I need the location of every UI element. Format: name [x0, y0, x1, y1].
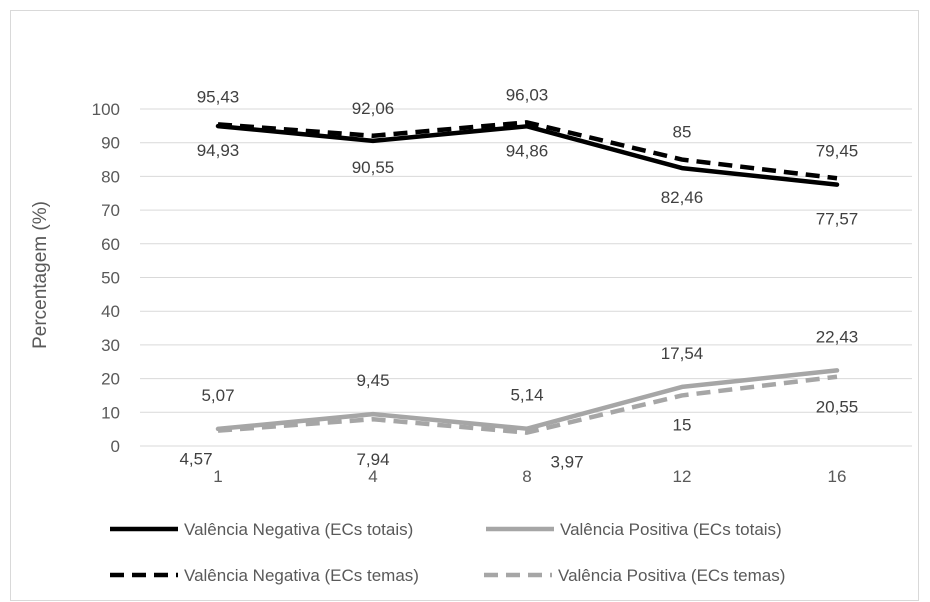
y-axis-label: Percentagem (%) — [30, 201, 51, 349]
x-tick-label: 16 — [828, 467, 847, 486]
series-line-3 — [217, 374, 838, 435]
data-label: 94,86 — [506, 141, 549, 160]
data-label: 79,45 — [816, 141, 859, 160]
data-label: 17,54 — [661, 344, 704, 363]
y-tick-label: 20 — [101, 370, 120, 389]
y-axis-ticks: 0 10 20 30 40 50 60 70 80 90 100 — [92, 100, 120, 456]
legend-label: Valência Negativa (ECs temas) — [184, 566, 419, 585]
data-label: 94,93 — [197, 141, 240, 160]
series-line-0 — [215, 123, 840, 187]
data-label: 15 — [673, 415, 692, 434]
y-tick-label: 0 — [111, 437, 120, 456]
data-label: 4,57 — [179, 450, 212, 469]
y-tick-label: 50 — [101, 269, 120, 288]
y-tick-label: 60 — [101, 235, 120, 254]
series-line-1 — [215, 368, 840, 432]
data-label: 85 — [673, 123, 692, 142]
x-axis-ticks: 1 4 8 12 16 — [213, 467, 846, 486]
x-tick-label: 8 — [522, 467, 531, 486]
x-tick-label: 4 — [368, 467, 377, 486]
gridlines — [140, 108, 912, 447]
data-label: 5,14 — [510, 386, 543, 405]
y-tick-label: 80 — [101, 167, 120, 186]
data-label: 7,94 — [356, 450, 389, 469]
x-tick-label: 12 — [673, 467, 692, 486]
legend-label: Valência Positiva (ECs totais) — [560, 520, 782, 539]
data-label: 77,57 — [816, 210, 859, 229]
data-label: 22,43 — [816, 327, 859, 346]
data-label: 3,97 — [550, 453, 583, 472]
y-tick-label: 100 — [92, 100, 120, 119]
data-label: 95,43 — [197, 87, 240, 106]
data-label: 90,55 — [352, 158, 395, 177]
y-tick-label: 70 — [101, 201, 120, 220]
data-label: 20,55 — [816, 398, 859, 417]
legend: Valência Negativa (ECs totais) Valência P… — [110, 520, 785, 585]
y-tick-label: 90 — [101, 134, 120, 153]
series-lines — [215, 120, 840, 435]
y-tick-label: 30 — [101, 336, 120, 355]
data-label: 82,46 — [661, 188, 704, 207]
legend-label: Valência Negativa (ECs totais) — [184, 520, 413, 539]
series-line-2 — [217, 120, 838, 181]
y-tick-label: 40 — [101, 302, 120, 321]
data-label: 9,45 — [356, 371, 389, 390]
y-tick-label: 10 — [101, 403, 120, 422]
data-label: 92,06 — [352, 99, 395, 118]
legend-label: Valência Positiva (ECs temas) — [558, 566, 785, 585]
x-tick-label: 1 — [213, 467, 222, 486]
data-label: 5,07 — [201, 386, 234, 405]
data-label: 96,03 — [506, 85, 549, 104]
data-labels: 94,93 90,55 94,86 82,46 77,57 5,07 9,45 5,14 17,… — [179, 85, 858, 471]
